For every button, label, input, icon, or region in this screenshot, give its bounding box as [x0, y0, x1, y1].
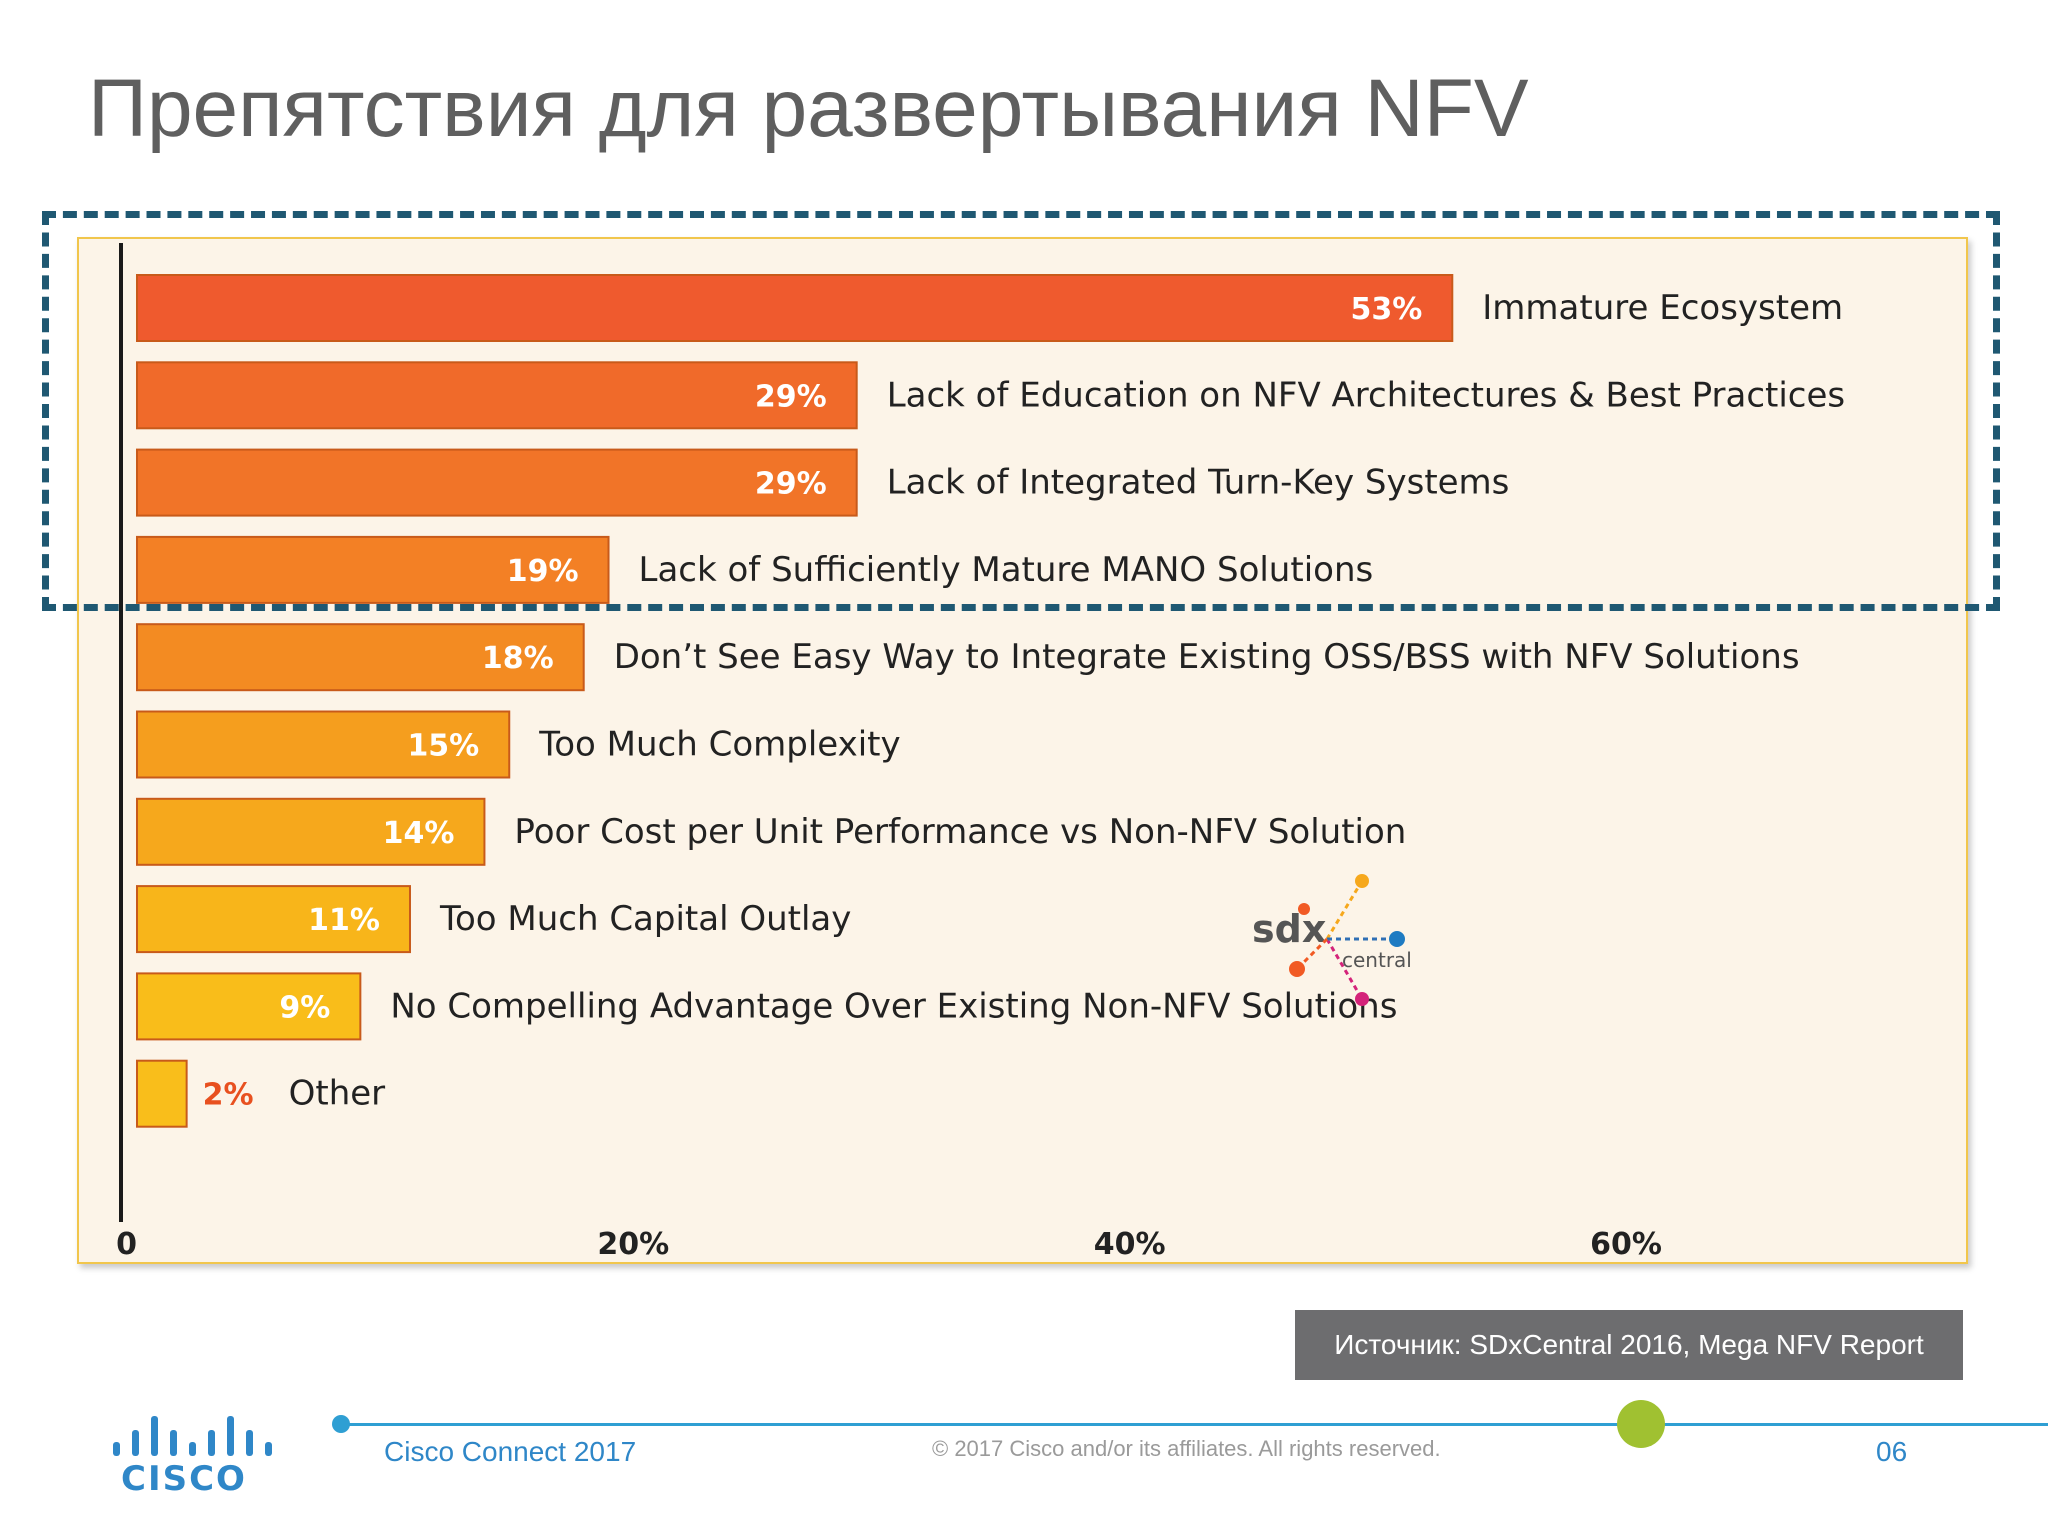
category-label: No Compelling Advantage Over Existing No… — [390, 986, 1397, 1026]
cisco-bar — [189, 1442, 196, 1456]
category-label: Don’t See Easy Way to Integrate Existing… — [614, 637, 1800, 677]
bar — [136, 1059, 188, 1128]
x-tick-label: 20% — [597, 1227, 669, 1262]
cisco-bar — [227, 1416, 234, 1456]
category-label: Poor Cost per Unit Performance vs Non-NF… — [514, 812, 1406, 852]
cisco-bar — [208, 1430, 215, 1456]
sdx-logo-dot — [1355, 992, 1369, 1006]
sdx-logo-dot — [1289, 961, 1305, 977]
slide-title: Препятствия для развертывания NFV — [88, 63, 1529, 154]
cisco-bar — [265, 1442, 272, 1456]
sdx-central-logo: sdx central — [1252, 874, 1412, 1006]
chart-panel: 53% Immature Ecosystem 29% Lack of Educatio… — [77, 237, 1968, 1264]
cisco-bar — [132, 1430, 139, 1456]
cisco-logo-icon: CISCO — [113, 1416, 272, 1499]
sdx-logo-line-up — [1325, 880, 1364, 940]
footer-dot-left — [332, 1415, 350, 1433]
source-box: Источник: SDxCentral 2016, Mega NFV Repo… — [1295, 1310, 1963, 1380]
bar — [136, 448, 858, 517]
bar — [136, 535, 610, 604]
category-label: Too Much Capital Outlay — [439, 899, 851, 939]
sdx-logo-line-down — [1325, 938, 1364, 1000]
bar-value-label: 11% — [308, 903, 380, 938]
bar-value-label: 53% — [1350, 292, 1422, 327]
x-tick-label: 0 — [116, 1227, 137, 1262]
category-label: Other — [289, 1074, 386, 1114]
bar-value-label: 29% — [755, 467, 827, 502]
sdx-logo-dot — [1389, 931, 1405, 947]
cisco-logo: CISCO — [110, 1412, 280, 1507]
category-label: Lack of Sufficiently Mature MANO Solutio… — [639, 550, 1374, 590]
footer-dot-right — [1617, 1400, 1665, 1448]
bar — [136, 797, 486, 866]
bar-value-label: 19% — [507, 554, 579, 589]
bar — [136, 274, 1454, 342]
bar — [136, 972, 362, 1041]
category-label: Too Much Complexity — [538, 725, 900, 765]
x-tick-label: 60% — [1590, 1227, 1662, 1262]
bar — [136, 885, 411, 954]
sdx-logo-dot — [1355, 874, 1369, 888]
bars-layer: 53% Immature Ecosystem 29% Lack of Educatio… — [136, 274, 1845, 1128]
sdx-logo-dot — [1298, 903, 1310, 915]
cisco-bar — [170, 1430, 177, 1456]
cisco-bar — [246, 1430, 253, 1456]
cisco-bars — [113, 1416, 272, 1456]
event-name: Cisco Connect 2017 — [384, 1436, 637, 1467]
bar — [136, 710, 511, 779]
bar-value-label: 29% — [755, 379, 827, 414]
sdx-logo-subtext: central — [1342, 948, 1412, 972]
bar-value-label: 15% — [407, 729, 479, 764]
category-label: Immature Ecosystem — [1482, 288, 1843, 328]
bar — [136, 361, 858, 430]
category-label: Lack of Integrated Turn-Key Systems — [887, 463, 1510, 503]
sdx-logo-text: sdx — [1252, 907, 1326, 951]
page-number: 06 — [1876, 1436, 1908, 1467]
bar-value-label: 18% — [482, 641, 554, 676]
bar-chart: 53% Immature Ecosystem 29% Lack of Educatio… — [116, 243, 1845, 1262]
cisco-wordmark: CISCO — [121, 1459, 247, 1499]
bar-value-label: 2% — [203, 1078, 254, 1113]
footer-line — [340, 1423, 2048, 1426]
sdx-logo-line-left — [1295, 937, 1329, 971]
category-label: Lack of Education on NFV Architectures &… — [887, 375, 1845, 415]
bar — [136, 623, 585, 692]
bar-value-label: 14% — [383, 816, 455, 851]
cisco-bar — [113, 1442, 120, 1456]
x-tick-label: 40% — [1094, 1227, 1166, 1262]
bar-value-label: 9% — [279, 990, 330, 1025]
source-text: Источник: SDxCentral 2016, Mega NFV Repo… — [1334, 1329, 1924, 1360]
cisco-bar — [151, 1416, 158, 1456]
copyright-text: © 2017 Cisco and/or its affiliates. All … — [932, 1436, 1441, 1461]
x-axis-ticks: 0 20% 40% 60% — [116, 1227, 1662, 1262]
